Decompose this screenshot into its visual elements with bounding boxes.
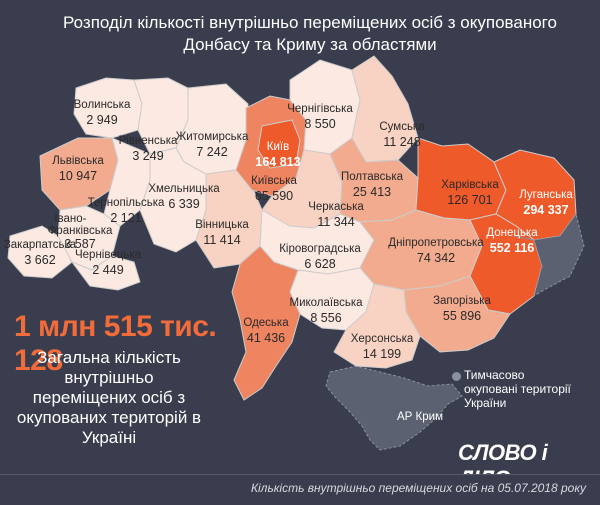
label-sumy-value: 11 248	[383, 135, 420, 149]
label-rivne-name: Рівненська	[119, 135, 178, 147]
label-zhytomyr-name: Житомирська	[176, 131, 249, 143]
label-zaporizhzhia-name: Запорізька	[433, 295, 491, 307]
label-kherson-name: Херсонська	[351, 333, 414, 345]
label-zaporizhzhia-value: 55 896	[443, 309, 481, 323]
map-title: Розподіл кількості внутрішньо переміщени…	[40, 12, 580, 56]
occupied-legend-text: Тимчасово окуповані території України	[464, 368, 571, 410]
label-if-name-line1: Івано-	[54, 213, 86, 225]
label-poltava-value: 25 413	[353, 185, 391, 199]
occupied-legend: Тимчасово окуповані території України	[450, 368, 580, 410]
label-mykolaiv-name: Миколаївська	[289, 297, 363, 309]
label-kirovohrad-name: Кіровоградська	[279, 243, 361, 255]
label-crimea-name: АР Крим	[397, 411, 443, 423]
crimea-region	[325, 365, 463, 451]
label-zhytomyr-value: 7 242	[196, 145, 227, 159]
label-volyn-value: 2 949	[86, 113, 117, 127]
label-ternopil-name: Тернопільська	[88, 197, 165, 209]
total-description: Загальна кількість внутрішньо переміщени…	[16, 348, 202, 447]
label-chernihiv-name: Чернігівська	[287, 103, 353, 115]
label-chernivtsi-name: Чернівецька	[75, 249, 142, 261]
label-kyiv-obl-name: Київська	[251, 175, 297, 187]
label-odesa-value: 41 436	[247, 331, 285, 345]
label-poltava-name: Полтавська	[341, 171, 404, 183]
occupied-donbas-region	[513, 212, 585, 298]
label-luhansk-value: 294 337	[523, 203, 568, 217]
label-donetsk-value: 552 116	[490, 241, 535, 255]
label-chernivtsi-value: 2 449	[92, 263, 123, 277]
label-if-value: 3 587	[64, 237, 95, 251]
label-dnipro-value: 74 342	[417, 251, 455, 265]
label-lviv-name: Львівська	[52, 155, 104, 167]
label-rivne-value: 3 249	[132, 149, 163, 163]
label-cherkasy-name: Черкаська	[308, 201, 364, 213]
footer: Кількість внутрішньо переміщених осіб на…	[0, 474, 600, 505]
title-line-2: Донбасу та Криму за областями	[183, 35, 437, 54]
label-vinnytsia-value: 11 414	[203, 233, 240, 247]
kyiv-city-region[interactable]	[257, 119, 301, 169]
label-vinnytsia-name: Вінницька	[195, 219, 249, 231]
chernivtsi-region[interactable]	[70, 255, 141, 291]
kherson-region[interactable]	[333, 283, 421, 369]
label-zakarpattia-value: 3 662	[24, 253, 55, 267]
label-donetsk-name: Донецька	[486, 227, 538, 239]
title-line-1: Розподіл кількості внутрішньо переміщени…	[63, 13, 557, 32]
label-mykolaiv-value: 8 556	[310, 311, 341, 325]
label-dnipro-name: Дніпропетровська	[388, 237, 484, 249]
label-ternopil-value: 2 121	[110, 211, 141, 225]
zakarpattia-region[interactable]	[7, 225, 73, 279]
label-if-name-line2: Франківська	[48, 225, 113, 237]
label-odesa-name: Одеська	[243, 317, 289, 329]
label-khmelnytskyi-name: Хмельницька	[148, 183, 220, 195]
label-if-name: Івано- Франківська	[48, 213, 113, 237]
label-zakarpattia-name: Закарпатська	[4, 239, 77, 251]
label-kyiv-city-value: 164 813	[255, 155, 300, 169]
label-kharkiv-name: Харківська	[441, 179, 499, 191]
occupied-legend-dot	[452, 372, 461, 381]
total-value: 1 млн 515 тис. 128	[14, 310, 217, 377]
label-kyiv-obl-value: 65 590	[255, 189, 293, 203]
label-kherson-value: 14 199	[363, 347, 401, 361]
label-volyn-name: Волинська	[74, 99, 131, 111]
sumy-region[interactable]	[351, 55, 419, 163]
label-khmelnytskyi-value: 6 339	[168, 197, 199, 211]
label-lviv-value: 10 947	[59, 169, 97, 183]
odesa-region[interactable]	[231, 245, 301, 401]
label-cherkasy-value: 11 344	[317, 215, 354, 229]
label-sumy-name: Сумська	[379, 121, 425, 133]
label-kirovohrad-value: 6 628	[304, 257, 335, 271]
label-chernihiv-value: 8 550	[304, 117, 335, 131]
label-kyiv-city-name: Київ	[267, 141, 289, 153]
label-luhansk-name: Луганська	[519, 189, 573, 201]
region-labels: Волинська 2 949 Рівненська 3 249 Житомир…	[4, 99, 574, 423]
footer-note: Кількість внутрішньо переміщених осіб на…	[250, 481, 586, 495]
label-kharkiv-value: 126 701	[447, 193, 492, 207]
